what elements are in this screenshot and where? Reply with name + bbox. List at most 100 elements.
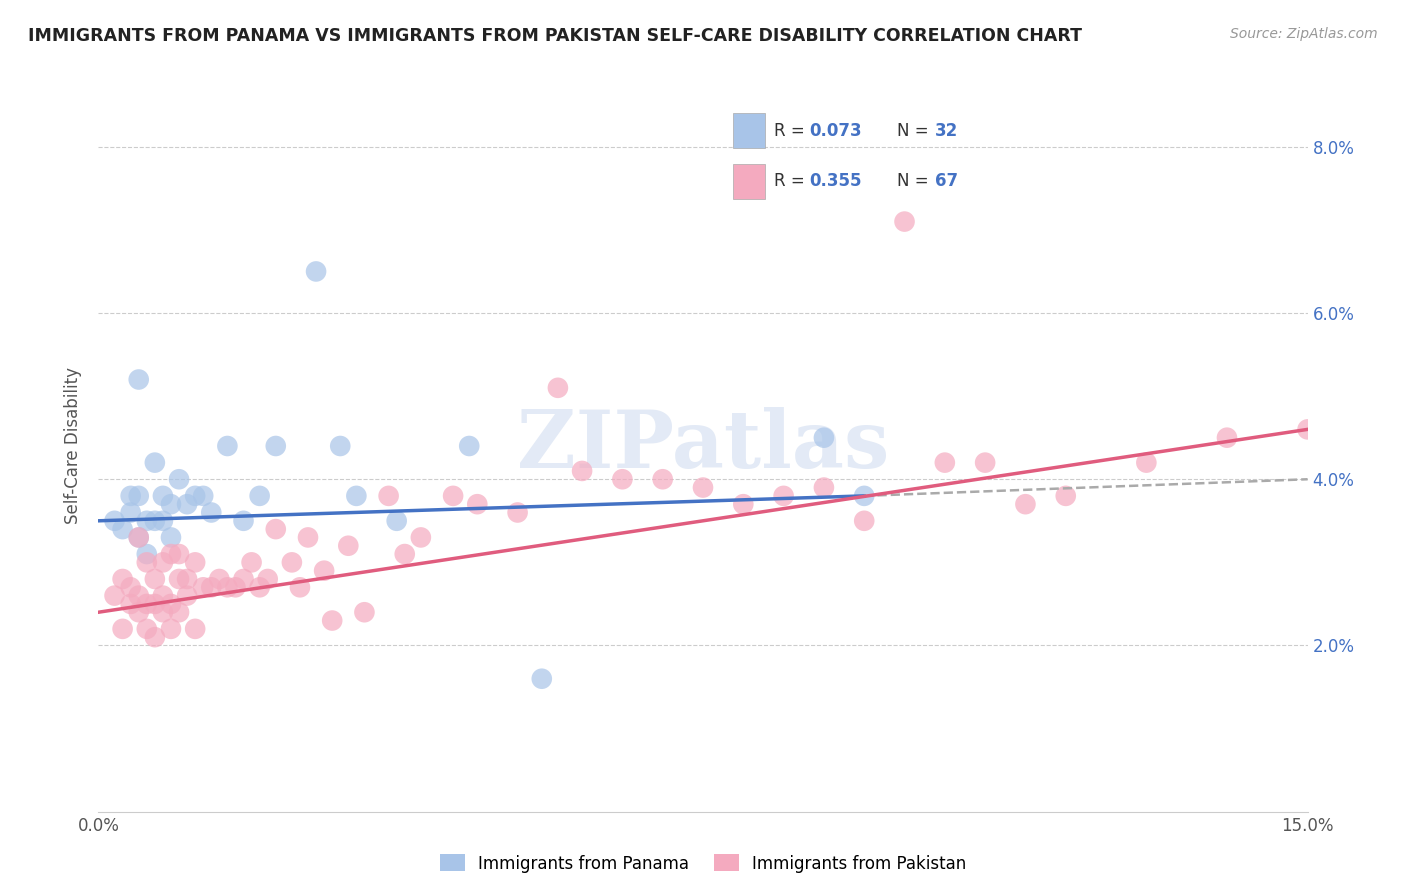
Point xyxy=(120,506,142,520)
Point xyxy=(167,472,190,486)
Point xyxy=(152,605,174,619)
Point xyxy=(224,580,246,594)
Point xyxy=(128,372,150,386)
Point xyxy=(152,589,174,603)
Point xyxy=(193,580,215,594)
Point xyxy=(135,597,157,611)
Text: ZIPatlas: ZIPatlas xyxy=(517,407,889,485)
Point xyxy=(120,489,142,503)
Point xyxy=(240,555,263,569)
Point xyxy=(288,580,311,594)
Point xyxy=(152,489,174,503)
Point xyxy=(217,439,239,453)
Y-axis label: Self-Care Disability: Self-Care Disability xyxy=(65,368,83,524)
Text: IMMIGRANTS FROM PANAMA VS IMMIGRANTS FROM PAKISTAN SELF-CARE DISABILITY CORRELAT: IMMIGRANTS FROM PANAMA VS IMMIGRANTS FRO… xyxy=(28,27,1083,45)
Point xyxy=(111,572,134,586)
Point xyxy=(128,530,150,544)
Point xyxy=(651,472,673,486)
Point xyxy=(547,381,569,395)
Point xyxy=(232,514,254,528)
Point xyxy=(353,605,375,619)
Point xyxy=(853,489,876,503)
Text: Source: ZipAtlas.com: Source: ZipAtlas.com xyxy=(1230,27,1378,41)
Legend: Immigrants from Panama, Immigrants from Pakistan: Immigrants from Panama, Immigrants from … xyxy=(433,847,973,880)
Point xyxy=(249,580,271,594)
Point xyxy=(143,456,166,470)
Point xyxy=(612,472,634,486)
Point xyxy=(160,622,183,636)
Point xyxy=(160,497,183,511)
Point xyxy=(249,489,271,503)
Point xyxy=(1135,456,1157,470)
Point xyxy=(571,464,593,478)
Point xyxy=(853,514,876,528)
Point xyxy=(772,489,794,503)
Point xyxy=(143,597,166,611)
Point xyxy=(143,630,166,644)
Point xyxy=(394,547,416,561)
Point xyxy=(111,622,134,636)
Point xyxy=(409,530,432,544)
Point xyxy=(128,605,150,619)
Point xyxy=(184,489,207,503)
Point xyxy=(1216,431,1239,445)
Point xyxy=(200,506,222,520)
Point xyxy=(264,439,287,453)
Point xyxy=(314,564,336,578)
Point xyxy=(152,514,174,528)
Point xyxy=(305,264,328,278)
Point xyxy=(135,622,157,636)
Point xyxy=(1296,422,1319,436)
Point xyxy=(128,489,150,503)
Point xyxy=(176,572,198,586)
Point xyxy=(506,506,529,520)
Point xyxy=(281,555,304,569)
Point xyxy=(143,572,166,586)
Point xyxy=(160,597,183,611)
Point xyxy=(893,214,915,228)
Point xyxy=(458,439,481,453)
Point xyxy=(733,497,755,511)
Point xyxy=(208,572,231,586)
Point xyxy=(1054,489,1077,503)
Point xyxy=(232,572,254,586)
Point xyxy=(200,580,222,594)
Point xyxy=(193,489,215,503)
Point xyxy=(337,539,360,553)
Point xyxy=(120,580,142,594)
Point xyxy=(813,431,835,445)
Point xyxy=(530,672,553,686)
Point xyxy=(184,555,207,569)
Point xyxy=(167,547,190,561)
Point xyxy=(135,547,157,561)
Point xyxy=(160,547,183,561)
Point xyxy=(385,514,408,528)
Point xyxy=(120,597,142,611)
Point xyxy=(297,530,319,544)
Point xyxy=(217,580,239,594)
Point xyxy=(176,589,198,603)
Point xyxy=(135,514,157,528)
Point xyxy=(176,497,198,511)
Point xyxy=(441,489,464,503)
Point xyxy=(1014,497,1036,511)
Point xyxy=(329,439,352,453)
Point xyxy=(143,514,166,528)
Point xyxy=(128,530,150,544)
Point xyxy=(111,522,134,536)
Point xyxy=(465,497,488,511)
Point xyxy=(321,614,343,628)
Point xyxy=(103,589,125,603)
Point xyxy=(974,456,997,470)
Point xyxy=(103,514,125,528)
Point xyxy=(167,572,190,586)
Point xyxy=(934,456,956,470)
Point xyxy=(160,530,183,544)
Point xyxy=(167,605,190,619)
Point xyxy=(264,522,287,536)
Point xyxy=(128,589,150,603)
Point xyxy=(152,555,174,569)
Point xyxy=(184,622,207,636)
Point xyxy=(344,489,367,503)
Point xyxy=(256,572,278,586)
